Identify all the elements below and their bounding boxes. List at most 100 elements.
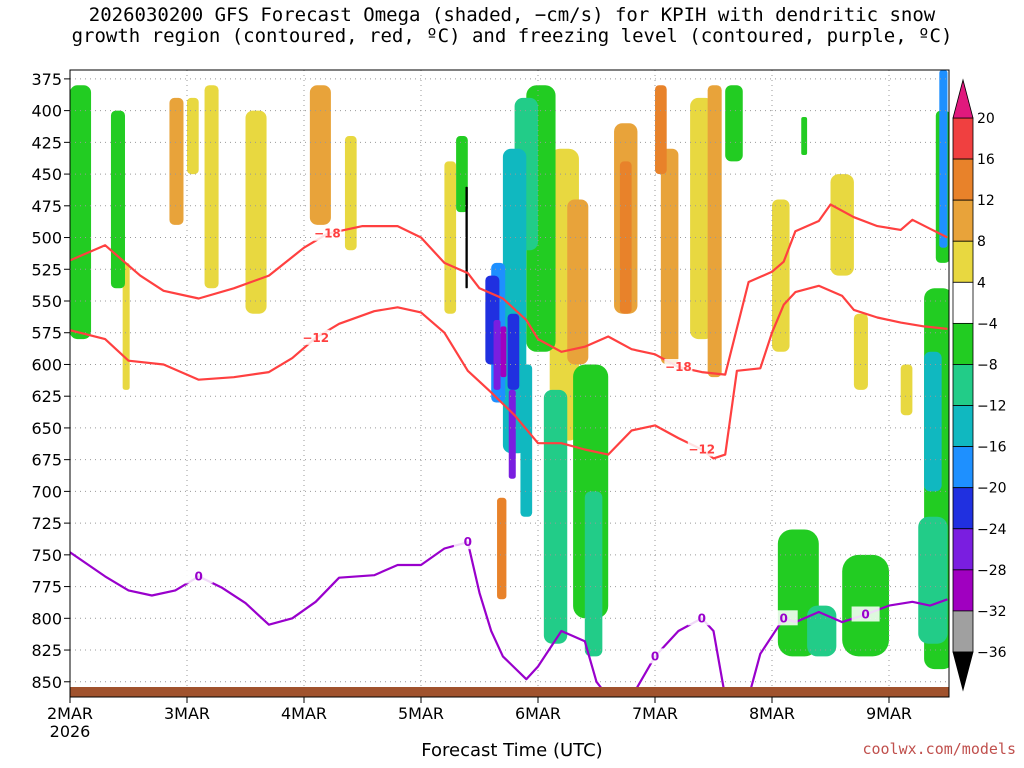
contour-label-background (769, 610, 798, 626)
y-tick-label: 600 (31, 355, 62, 374)
colorbar-label: −8 (977, 357, 998, 373)
contour-label: 0 (780, 611, 788, 625)
y-tick-label: 425 (31, 133, 62, 152)
colorbar-label: −28 (977, 563, 1007, 579)
omega-shade-patch (245, 110, 267, 314)
omega-shade-patch (520, 364, 533, 517)
omega-shade-patch (110, 110, 125, 289)
y-tick-label: 625 (31, 387, 62, 406)
y-tick-label: 750 (31, 546, 62, 565)
colorbar-label: −20 (977, 481, 1007, 497)
omega-shade-patch (584, 491, 603, 657)
colorbar-label: −12 (977, 399, 1007, 415)
y-tick-label: 650 (31, 419, 62, 438)
y-tick-label: 850 (31, 673, 62, 692)
colorbar-bin (952, 528, 974, 571)
omega-shade-patch (842, 554, 889, 657)
colorbar-label: −36 (977, 645, 1007, 661)
colorbar-bin (952, 405, 974, 448)
contour-label-background (301, 329, 330, 345)
omega-shade-patch (497, 497, 507, 600)
contour-label-background (687, 441, 716, 457)
colorbar-bin (952, 446, 974, 489)
omega-shade-patch (187, 97, 199, 175)
contour-label-background (687, 610, 716, 626)
omega-shade-patch (725, 85, 743, 162)
omega-shade-patch (807, 605, 837, 657)
colorbar-label: −16 (977, 440, 1007, 456)
colorbar-bin (952, 322, 974, 365)
colorbar-label: 4 (977, 275, 986, 291)
colorbar-label: 16 (977, 152, 995, 168)
colorbar-bottom-arrow (952, 651, 974, 692)
dgz-contour-line (70, 284, 948, 460)
omega-shade-patch (660, 148, 679, 365)
omega-shade-patch (309, 85, 331, 225)
omega-shade-patch (344, 136, 357, 251)
omega-shade-patch (567, 199, 589, 365)
y-tick-label: 575 (31, 324, 62, 343)
contour-label-background (453, 534, 482, 550)
colorbar-label: 12 (977, 193, 995, 209)
dgz-contour-line (70, 203, 948, 376)
x-tick-label: 8MAR (749, 704, 795, 723)
chart-title-line-1: 2026030200 GFS Forecast Omega (shaded, −… (88, 4, 936, 26)
colorbar-bin (952, 281, 974, 324)
colorbar-top-arrow (952, 78, 974, 119)
colorbar-label: 20 (977, 111, 995, 127)
contour-label: −18 (665, 360, 692, 374)
omega-shade-patch (70, 85, 92, 340)
omega-shade-patch (456, 136, 468, 213)
omega-shade-patch (853, 313, 868, 390)
y-tick-label: 525 (31, 260, 62, 279)
site-credit: coolwx.com/models (862, 740, 1016, 758)
omega-shade-patch (939, 70, 948, 248)
colorbar-bin (952, 158, 974, 201)
y-tick-label: 725 (31, 514, 62, 533)
omega-shade-patch (508, 389, 516, 479)
omega-shade-patch (830, 174, 854, 276)
x-axis-title: Forecast Time (UTC) (421, 740, 603, 761)
contour-label: 0 (861, 608, 869, 622)
y-tick-label: 700 (31, 482, 62, 501)
freezing-level-contour-line (70, 541, 610, 697)
x-tick-label: 4MAR (281, 704, 327, 723)
y-tick-label: 450 (31, 165, 62, 184)
omega-shade-patch (543, 389, 568, 644)
contour-label-background (184, 568, 213, 584)
x-tick-label: 2MAR (47, 704, 93, 723)
contour-label: 0 (195, 569, 203, 583)
contour-label: 0 (651, 649, 659, 663)
colorbar-bin (952, 610, 974, 653)
colorbar-bin (952, 117, 974, 160)
colorbar-bin (952, 487, 974, 530)
colorbar-label: −32 (977, 604, 1007, 620)
y-tick-label: 825 (31, 641, 62, 660)
colorbar-label: −24 (977, 522, 1007, 538)
omega-shade-patch (507, 313, 520, 390)
x-tick-label: 3MAR (164, 704, 210, 723)
colorbar-bin (952, 569, 974, 612)
omega-shade-patch (465, 186, 468, 289)
omega-shade-patch (204, 85, 219, 289)
omega-shade-patch (707, 85, 722, 378)
chart-title-line-2: growth region (contoured, red, ºC) and f… (71, 25, 953, 47)
ground-strip (70, 687, 949, 697)
omega-shade-patch (918, 516, 948, 644)
omega-shade-patch (801, 116, 808, 156)
colorbar: 20 16 12 8 4 −4 −8 −12 −16 −20 −24 −28 −32 −36 (952, 78, 1007, 692)
x-tick-label: 9MAR (866, 704, 912, 723)
freezing-level-contour-line (747, 598, 948, 697)
omega-shade-patch (924, 351, 942, 492)
plot-frame (69, 69, 950, 698)
omega-shade-patch (493, 320, 501, 390)
omega-shade-patch (655, 85, 667, 175)
contour-label: 0 (464, 535, 472, 549)
colorbar-bin (952, 364, 974, 406)
contour-label-background (641, 648, 669, 664)
colorbar-bin (952, 240, 974, 283)
colorbar-label: 8 (977, 234, 986, 250)
y-tick-label: 550 (31, 292, 62, 311)
contour-layer: −18 −18 −12 −12 0 0 0 0 0 0 (70, 203, 948, 697)
